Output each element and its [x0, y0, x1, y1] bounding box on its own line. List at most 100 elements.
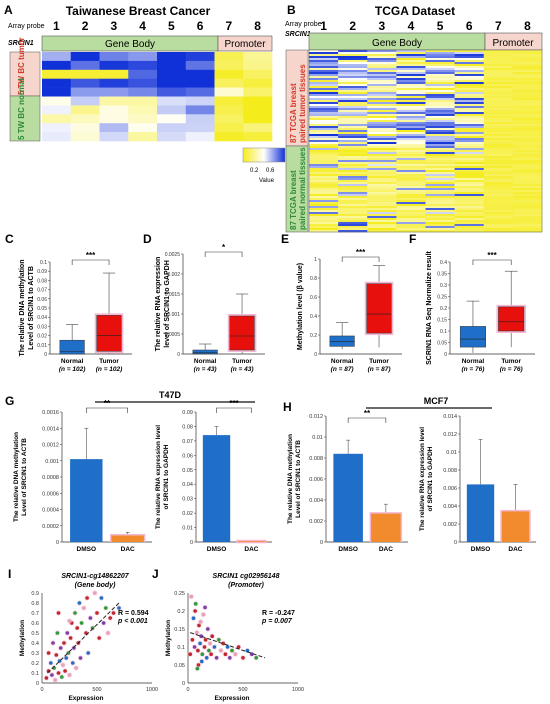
- heatmap-cell: [512, 140, 543, 143]
- heatmap-cell: [396, 156, 426, 159]
- x-tick-label: 0: [40, 687, 43, 693]
- heatmap-cell: [367, 56, 397, 59]
- heatmap-cell: [512, 60, 543, 63]
- heatmap-cell: [396, 50, 426, 53]
- heatmap-cell: [309, 100, 339, 103]
- scatter-point: [214, 656, 219, 660]
- y-tick-label: 0.001: [167, 312, 180, 318]
- heatmap-cell: [454, 116, 485, 119]
- heatmap-cell: [309, 90, 339, 93]
- heatmap-cell: [512, 190, 543, 193]
- scatter-point: [197, 623, 201, 628]
- heatmap-cell: [512, 122, 543, 125]
- category-label: Normal: [194, 358, 217, 365]
- heatmap-cell: [454, 118, 485, 121]
- y-axis-label: Methylation level (β value): [297, 263, 304, 350]
- heatmap-cell: [396, 66, 426, 69]
- heatmap-cell: [425, 206, 455, 209]
- scatter-point: [203, 638, 208, 642]
- heatmap-cell: [338, 128, 368, 131]
- heatmap-cell: [338, 66, 368, 69]
- heatmap-cell: [483, 146, 514, 149]
- heatmap-cell: [425, 190, 455, 193]
- heatmap-cell: [185, 114, 215, 124]
- scatter-point: [74, 666, 78, 670]
- heatmap-cell: [367, 158, 397, 161]
- heatmap-cell: [454, 202, 485, 205]
- category-label: DAC: [379, 546, 393, 553]
- heatmap-cell: [483, 92, 514, 95]
- y-tick-label: 0: [182, 681, 185, 687]
- heatmap-cell: [454, 62, 485, 65]
- heatmap-cell: [99, 52, 129, 62]
- heatmap-cell: [425, 184, 455, 187]
- heatmap-cell: [512, 204, 543, 207]
- panel-a-normal-row-label: 5 TW BC normal: [17, 78, 26, 140]
- n-label: (n = 43): [194, 366, 217, 373]
- heatmap-cell: [338, 204, 368, 207]
- heatmap-cell: [396, 92, 426, 95]
- scatter-point: [73, 611, 77, 615]
- heatmap-cell: [367, 156, 397, 159]
- category-label: Normal: [331, 358, 354, 365]
- heatmap-cell: [454, 100, 485, 103]
- heatmap-cell: [309, 194, 339, 197]
- probe-number: 1: [320, 19, 327, 33]
- heatmap-cell: [512, 176, 543, 179]
- heatmap-cell: [309, 210, 339, 213]
- heatmap-cell: [338, 130, 368, 133]
- probe-number: 5: [437, 19, 444, 33]
- heatmap-cell: [367, 96, 397, 99]
- heatmap-cell: [338, 114, 368, 117]
- heatmap-cell: [483, 218, 514, 221]
- y-tick-label: 0.1: [40, 260, 47, 266]
- heatmap-cell: [425, 70, 455, 73]
- y-tick-label: 0.07: [182, 439, 193, 445]
- heatmap-cell: [454, 72, 485, 75]
- heatmap-cell: [483, 170, 514, 173]
- heatmap-cell: [454, 152, 485, 155]
- heatmap-cell: [309, 224, 339, 227]
- heatmap-cell: [396, 98, 426, 101]
- heatmap-cell: [367, 230, 397, 233]
- heatmap-cell: [512, 84, 543, 87]
- scatter-point: [245, 648, 250, 653]
- heatmap-cell: [367, 60, 397, 63]
- scatter-subtitle: (Gene body): [75, 582, 117, 589]
- panel-b-probe-label: Array probe: [285, 21, 322, 28]
- heatmap-cell: [454, 164, 485, 167]
- heatmap-cell: [396, 102, 426, 105]
- heatmap-cell: [338, 194, 368, 197]
- heatmap-cell: [309, 130, 339, 133]
- scatter-point: [85, 596, 89, 600]
- heatmap-cell: [309, 58, 339, 61]
- scatter-point: [217, 638, 221, 642]
- heatmap-cell: [309, 174, 339, 177]
- heatmap-cell: [425, 156, 455, 159]
- heatmap-cell: [338, 224, 368, 227]
- scatter-point: [199, 659, 204, 664]
- heatmap-cell: [367, 94, 397, 97]
- heatmap-cell: [454, 216, 485, 219]
- x-axis-label: Expression: [214, 695, 249, 702]
- scatter-point: [221, 641, 225, 646]
- heatmap-cell: [454, 102, 485, 105]
- significance-bracket: [341, 256, 380, 262]
- box: [192, 349, 218, 355]
- heatmap-cell: [454, 178, 485, 181]
- heatmap-cell: [425, 220, 455, 223]
- heatmap-cell: [454, 158, 485, 161]
- heatmap-cell: [367, 184, 397, 187]
- box: [59, 339, 85, 355]
- panel-e: E 0 0.2 0.4 0.6 0.8 1 Methylation level (β valu…: [281, 232, 402, 373]
- y-tick-label: 0: [44, 352, 47, 358]
- heatmap-cell: [512, 126, 543, 129]
- panel-b-probe-numbers: 1 2 3 4 5 6 7 8: [320, 19, 531, 33]
- heatmap-cell: [338, 50, 368, 53]
- heatmap-cell: [454, 56, 485, 59]
- heatmap-cell: [512, 196, 543, 199]
- heatmap-cell: [367, 214, 397, 217]
- heatmap-cell: [483, 122, 514, 125]
- heatmap-cell: [512, 66, 543, 69]
- heatmap-cell: [338, 202, 368, 205]
